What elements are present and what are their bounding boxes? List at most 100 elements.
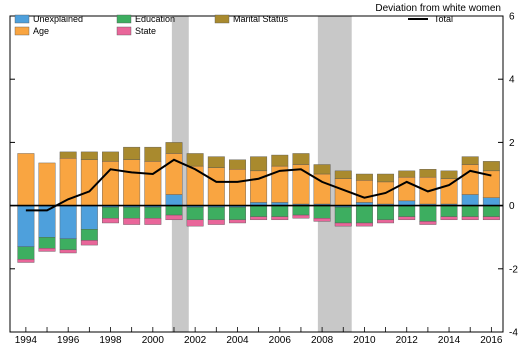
x-tick-label-1996: 1996 <box>57 335 80 345</box>
bar-education-2014 <box>440 205 458 217</box>
total-line <box>25 158 492 212</box>
x-tick-label-2004: 2004 <box>226 335 249 345</box>
bar-state-2011 <box>377 219 395 224</box>
bar-unexplained-2001 <box>165 194 183 206</box>
bar-unexplained-1996 <box>59 205 77 239</box>
bar-education-2007 <box>292 205 310 216</box>
legend-label-age: Age <box>33 26 49 36</box>
bar-education-2008 <box>313 205 331 219</box>
bar-education-2002 <box>186 206 204 221</box>
bar-state-2013 <box>419 221 437 225</box>
x-tick-label-2006: 2006 <box>269 335 292 345</box>
bar-marital-status-2002 <box>186 153 204 167</box>
legend-label-marital-status: Marital Status <box>233 14 289 24</box>
bar-marital-status-2008 <box>313 164 331 175</box>
legend-label-state: State <box>135 26 156 36</box>
bar-education-2004 <box>229 206 246 221</box>
bar-age-2004 <box>229 169 246 206</box>
legend-swatch-marital-status <box>214 14 230 24</box>
bar-marital-status-2000 <box>144 146 162 162</box>
bar-age-2000 <box>144 161 162 206</box>
bar-age-1998 <box>102 161 119 206</box>
bar-education-1996 <box>59 238 77 251</box>
bar-education-2012 <box>398 205 416 217</box>
bar-education-1999 <box>123 206 141 219</box>
bar-unexplained-2016 <box>482 197 500 206</box>
bar-education-1994 <box>17 246 35 260</box>
bar-age-2014 <box>440 178 458 205</box>
bar-state-2004 <box>229 219 246 224</box>
y-tick-label-0: 0 <box>509 201 515 212</box>
bar-marital-status-2005 <box>250 156 268 172</box>
bar-marital-status-2013 <box>419 169 437 178</box>
y-tick-label-4: 4 <box>509 75 515 86</box>
bar-education-1998 <box>102 206 119 219</box>
bar-education-2006 <box>271 205 289 217</box>
x-tick-label-2014: 2014 <box>438 335 461 345</box>
bar-age-2010 <box>355 180 373 203</box>
bar-marital-status-1998 <box>102 151 119 162</box>
bar-marital-status-2011 <box>377 173 395 183</box>
bar-state-2012 <box>398 216 416 221</box>
bar-marital-status-2001 <box>165 142 183 154</box>
y-tick-label--4: -4 <box>509 328 518 339</box>
legend-swatch-unexplained <box>14 14 30 24</box>
y-axis-label: Deviation from white women <box>375 3 501 14</box>
bar-state-1999 <box>123 218 141 225</box>
bar-state-2010 <box>355 222 373 227</box>
bar-state-1996 <box>59 249 77 254</box>
bar-state-2015 <box>461 216 479 221</box>
bar-marital-status-2015 <box>461 156 479 165</box>
y-tick-label--2: -2 <box>509 264 518 275</box>
legend-swatch-age <box>14 26 30 36</box>
bar-unexplained-2015 <box>461 194 479 206</box>
bar-unexplained-1994 <box>17 205 35 247</box>
bar-education-2003 <box>207 206 225 221</box>
bar-age-1994 <box>17 153 35 206</box>
bar-state-2001 <box>165 214 183 221</box>
bar-education-1995 <box>38 236 56 249</box>
bar-education-2009 <box>334 206 352 224</box>
bar-marital-status-2003 <box>207 156 225 168</box>
bar-state-2000 <box>144 218 162 225</box>
bar-age-1995 <box>38 162 56 206</box>
bar-education-2013 <box>419 205 437 222</box>
bar-marital-status-2004 <box>229 159 246 170</box>
x-tick-label-1994: 1994 <box>15 335 38 345</box>
bar-state-2006 <box>271 216 289 221</box>
x-tick-label-2002: 2002 <box>184 335 207 345</box>
bar-state-2009 <box>334 222 352 227</box>
bar-state-1995 <box>38 248 56 252</box>
bar-education-2001 <box>165 205 183 216</box>
bar-education-2011 <box>377 205 395 221</box>
legend-swatch-education <box>116 14 132 24</box>
bar-age-1999 <box>123 159 141 206</box>
bar-state-2008 <box>313 218 331 222</box>
bar-education-2016 <box>482 205 500 217</box>
y-tick-label-2: 2 <box>509 138 515 149</box>
bar-age-1997 <box>80 159 98 206</box>
bar-marital-status-1997 <box>80 151 98 160</box>
bar-state-2016 <box>482 216 500 221</box>
bar-age-2003 <box>207 167 225 206</box>
bar-unexplained-1997 <box>80 205 98 230</box>
bar-education-2010 <box>355 205 373 224</box>
bar-state-2007 <box>292 214 310 219</box>
bar-marital-status-2009 <box>334 170 352 179</box>
x-tick-label-2010: 2010 <box>353 335 376 345</box>
bar-state-1994 <box>17 259 35 263</box>
bar-state-2005 <box>250 216 268 221</box>
bar-state-1998 <box>102 218 119 224</box>
bar-education-2005 <box>250 205 268 217</box>
x-tick-label-2016: 2016 <box>480 335 503 345</box>
bar-age-2012 <box>398 176 416 202</box>
bar-age-2015 <box>461 164 479 195</box>
bar-education-2015 <box>461 205 479 217</box>
x-tick-label-2012: 2012 <box>396 335 419 345</box>
bar-marital-status-1999 <box>123 146 141 160</box>
legend-label-education: Education <box>135 14 175 24</box>
bar-marital-status-2016 <box>482 161 500 172</box>
bar-education-2000 <box>144 206 162 219</box>
